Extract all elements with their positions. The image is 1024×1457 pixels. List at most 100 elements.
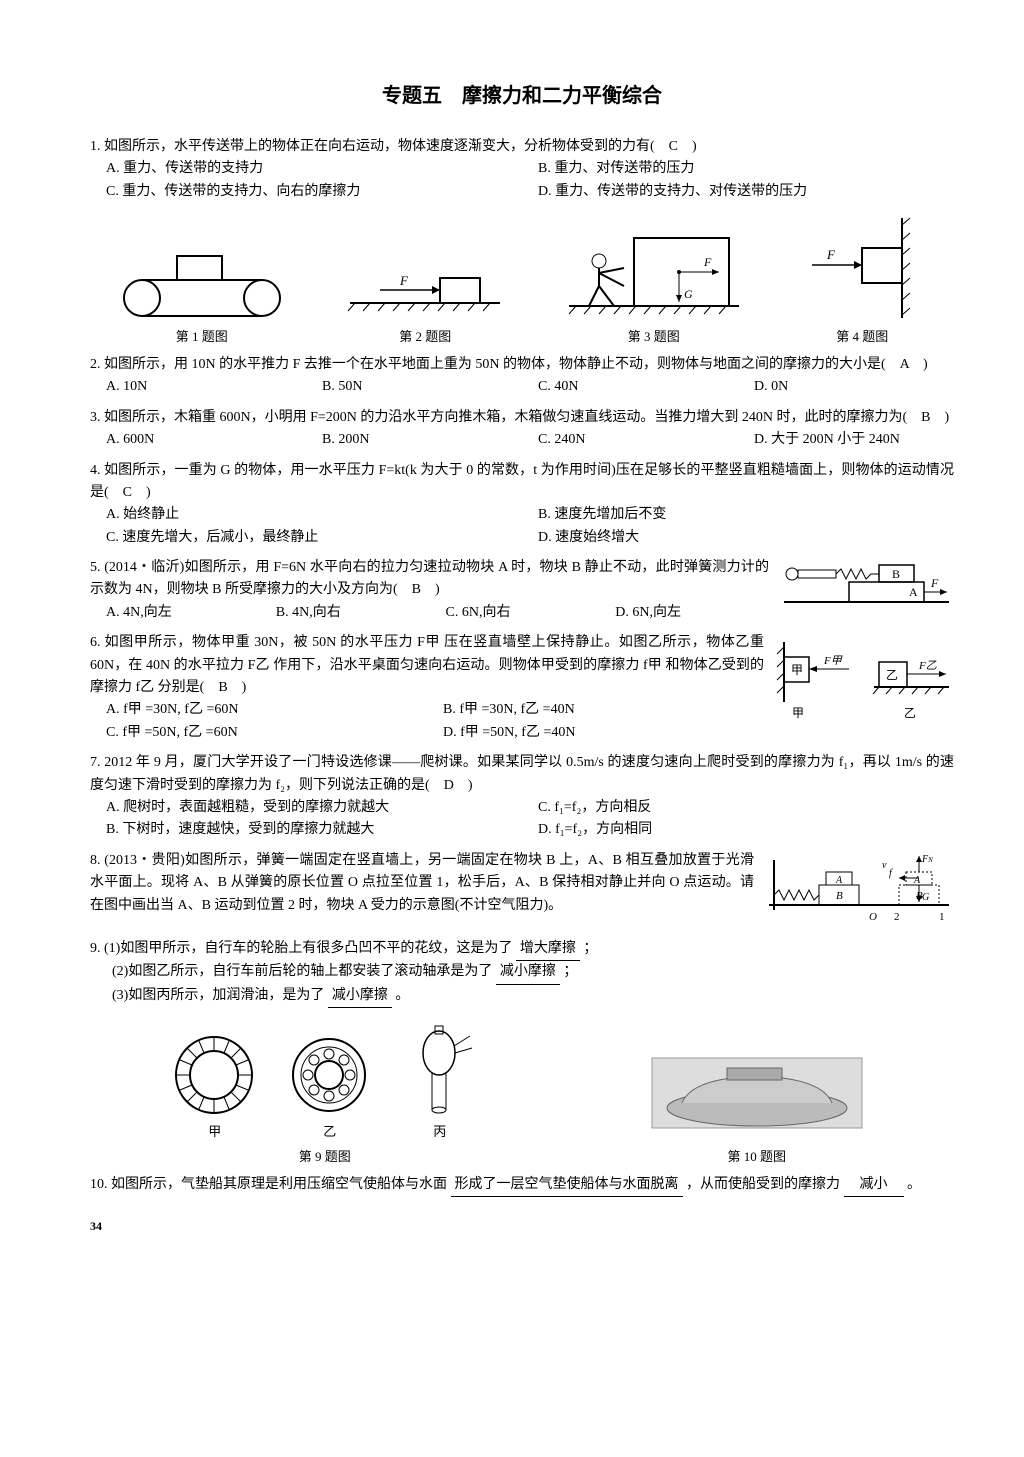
question-3: 3. 如图所示，木箱重 600N，小明用 F=200N 的力沿水平方向推木箱，木… — [90, 407, 954, 452]
q2-stem: 2. 如图所示，用 10N 的水平推力 F 去推一个在水平地面上重为 50N 的… — [90, 354, 954, 376]
fig10-caption: 第 10 题图 — [642, 1147, 872, 1168]
q3-opt-d: D. 大于 200N 小于 240N — [738, 429, 954, 451]
q10-answer-2: 减小 — [844, 1174, 904, 1197]
svg-text:乙: 乙 — [886, 668, 898, 682]
q3-opt-a: A. 600N — [90, 429, 306, 451]
svg-text:甲: 甲 — [792, 706, 804, 720]
q5-opt-a: A. 4N,向左 — [90, 602, 260, 624]
svg-text:G: G — [922, 892, 929, 903]
spring-blocks-icon: A B F — [779, 557, 954, 612]
question-6: 甲 F甲 甲 乙 F乙 乙 6. 如图甲所示，物体甲重 30N，被 50N 的水… — [90, 632, 954, 744]
conveyor-icon — [117, 243, 287, 323]
q1-opt-d: D. 重力、传送带的支持力、对传送带的压力 — [522, 181, 954, 203]
fig-9-jia: 甲 — [172, 1033, 257, 1143]
svg-text:A: A — [909, 585, 918, 599]
svg-text:甲: 甲 — [791, 663, 803, 677]
fig-10: 第 10 题图 — [642, 1048, 872, 1168]
q9-2-text: (2)如图乙所示，自行车前后轮的轴上都安装了滚动轴承是为了 — [112, 964, 492, 979]
q5-opt-d: D. 6N,向左 — [599, 602, 769, 624]
hovercraft-icon — [642, 1048, 872, 1143]
q4-stem: 4. 如图所示，一重为 G 的物体，用一水平压力 F=kt(k 为大于 0 的常… — [90, 460, 954, 505]
q6-opt-a: A. f甲 =30N, f乙 =60N — [90, 699, 427, 721]
fig-6: 甲 F甲 甲 乙 F乙 乙 — [774, 632, 954, 722]
spring-ab-icon: B A B A O 2 1 FN f G v — [764, 850, 954, 930]
fig-8: B A B A O 2 1 FN f G v — [764, 850, 954, 930]
q9-1-answer: 增大摩擦 — [516, 938, 580, 961]
svg-text:A: A — [913, 875, 921, 886]
q10-answer-1: 形成了一层空气垫使船体与水面脱离 — [451, 1174, 683, 1197]
q2-opt-c: C. 40N — [522, 376, 738, 398]
fig-9-bing: 丙 — [402, 1018, 477, 1143]
question-10: 10. 如图所示，气垫船其原理是利用压缩空气使船体与水面 形成了一层空气垫使船体… — [90, 1174, 954, 1197]
question-1: 1. 如图所示，水平传送带上的物体正在向右运动，物体速度逐渐变大，分析物体受到的… — [90, 136, 954, 203]
fig9-caption: 第 9 题图 — [172, 1147, 477, 1168]
svg-text:v: v — [882, 860, 887, 871]
q7-opt-b: B. 下树时，速度越快，受到的摩擦力就越大 — [90, 819, 522, 841]
fig2-caption: 第 2 题图 — [340, 327, 510, 348]
q10-text-2: ，从而使船受到的摩擦力 — [686, 1177, 840, 1192]
q6-opt-b: B. f甲 =30N, f乙 =40N — [427, 699, 764, 721]
svg-text:FN: FN — [921, 854, 933, 865]
q10-period: 。 — [907, 1177, 921, 1192]
page-number: 34 — [90, 1217, 954, 1236]
q4-opt-c: C. 速度先增大，后减小，最终静止 — [90, 527, 522, 549]
fig-3: F G 第 3 题图 — [564, 228, 744, 348]
svg-text:B: B — [836, 890, 843, 902]
q1-stem: 1. 如图所示，水平传送带上的物体正在向右运动，物体速度逐渐变大，分析物体受到的… — [90, 136, 954, 158]
svg-text:1: 1 — [939, 911, 945, 923]
fig9-yi-caption: 乙 — [287, 1122, 372, 1143]
q9-1-text: 9. (1)如图甲所示，自行车的轮胎上有很多凸凹不平的花纹，这是为了 — [90, 941, 512, 956]
question-4: 4. 如图所示，一重为 G 的物体，用一水平压力 F=kt(k 为大于 0 的常… — [90, 460, 954, 550]
q6-opt-d: D. f甲 =50N, f乙 =40N — [427, 722, 764, 744]
q5-opt-c: C. 6N,向右 — [430, 602, 600, 624]
fig-1: 第 1 题图 — [117, 243, 287, 348]
fig-4: F 第 4 题图 — [797, 213, 927, 348]
svg-text:F: F — [930, 576, 939, 590]
q7-stem: 7. 2012 年 9 月，厦门大学开设了一门特设选修课——爬树课。如果某同学以… — [90, 752, 954, 797]
svg-text:A: A — [835, 875, 843, 886]
q7-opt-d: D. f₁=f₂，方向相同 — [522, 819, 954, 841]
figure-row-bottom: 甲 乙 — [90, 1018, 954, 1168]
svg-text:f: f — [889, 868, 893, 879]
svg-text:乙: 乙 — [904, 706, 916, 720]
q2-opt-d: D. 0N — [738, 376, 954, 398]
bearing-icon — [287, 1033, 372, 1118]
push-box-icon: F G — [564, 228, 744, 323]
q9-3-answer: 减小摩擦 — [328, 985, 392, 1008]
q9-2-tail: ； — [563, 964, 577, 979]
fig-5: A B F — [779, 557, 954, 612]
fig1-caption: 第 1 题图 — [117, 327, 287, 348]
q1-opt-b: B. 重力、对传送带的压力 — [522, 158, 954, 180]
question-7: 7. 2012 年 9 月，厦门大学开设了一门特设选修课——爬树课。如果某同学以… — [90, 752, 954, 842]
fig9-bing-caption: 丙 — [402, 1122, 477, 1143]
q2-opt-b: B. 50N — [306, 376, 522, 398]
fig-2: F 第 2 题图 — [340, 263, 510, 348]
q4-opt-d: D. 速度始终增大 — [522, 527, 954, 549]
fig-9-yi: 乙 — [287, 1033, 372, 1143]
q7-opt-a: A. 爬树时，表面越粗糙，受到的摩擦力就越大 — [90, 797, 522, 819]
q2-opt-a: A. 10N — [90, 376, 306, 398]
svg-text:G: G — [684, 287, 693, 301]
svg-text:F: F — [399, 273, 409, 288]
q6-figure-icon: 甲 F甲 甲 乙 F乙 乙 — [774, 632, 954, 722]
svg-text:F乙: F乙 — [918, 660, 937, 672]
q4-opt-a: A. 始终静止 — [90, 504, 522, 526]
q5-opt-b: B. 4N,向右 — [260, 602, 430, 624]
svg-text:B: B — [892, 567, 900, 581]
q9-1-tail: ； — [583, 941, 597, 956]
q9-2-answer: 减小摩擦 — [496, 961, 560, 984]
figure-row-1-4: 第 1 题图 F 第 2 题图 — [90, 213, 954, 348]
q10-text-1: 10. 如图所示，气垫船其原理是利用压缩空气使船体与水面 — [90, 1177, 447, 1192]
q3-opt-c: C. 240N — [522, 429, 738, 451]
svg-text:F: F — [826, 247, 836, 262]
question-8: B A B A O 2 1 FN f G v 8. (2013・贵阳)如图所示，… — [90, 850, 954, 930]
question-5: A B F 5. (2014・临沂)如图所示，用 F=6N 水平向右的拉力匀速拉… — [90, 557, 954, 624]
q1-opt-a: A. 重力、传送带的支持力 — [90, 158, 522, 180]
question-2: 2. 如图所示，用 10N 的水平推力 F 去推一个在水平地面上重为 50N 的… — [90, 354, 954, 399]
wall-block-icon: F — [797, 213, 927, 323]
fig3-caption: 第 3 题图 — [564, 327, 744, 348]
q9-3-period: 。 — [395, 988, 409, 1003]
q3-stem: 3. 如图所示，木箱重 600N，小明用 F=200N 的力沿水平方向推木箱，木… — [90, 407, 954, 429]
fig-9: 甲 乙 — [172, 1018, 477, 1168]
q4-opt-b: B. 速度先增加后不变 — [522, 504, 954, 526]
